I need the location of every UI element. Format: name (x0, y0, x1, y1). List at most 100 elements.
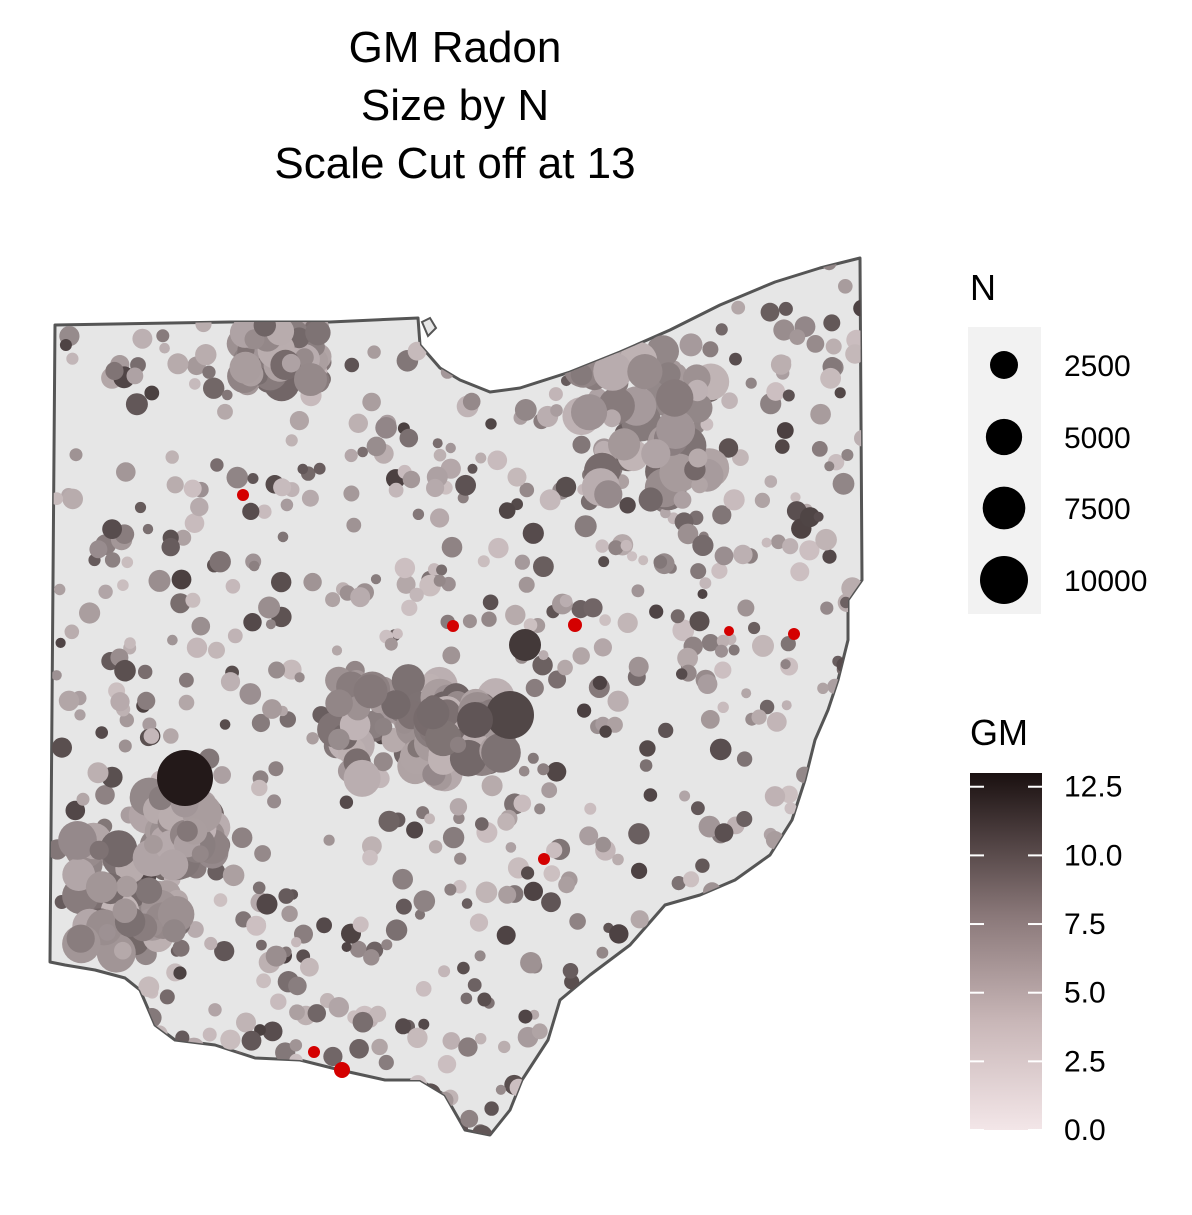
radon-point (653, 555, 668, 569)
radon-point (407, 298, 423, 314)
radon-point (751, 709, 767, 725)
radon-point (134, 501, 147, 514)
radon-point (484, 1101, 499, 1116)
radon-point (229, 351, 262, 384)
radon-point (765, 831, 785, 850)
radon-point (839, 689, 854, 704)
radon-point (362, 849, 378, 866)
radon-point (51, 670, 62, 681)
radon-point (399, 428, 419, 448)
radon-point (265, 619, 276, 630)
radon-point (213, 893, 228, 907)
map-title-line-3: Scale Cut off at 13 (274, 139, 635, 188)
radon-point (676, 668, 688, 680)
radon-point (815, 528, 837, 551)
radon-point (782, 538, 799, 555)
radon-point (210, 458, 224, 472)
radon-point (163, 728, 179, 744)
radon-point (294, 672, 305, 683)
radon-point-over-cutoff (447, 620, 459, 632)
radon-point (298, 1094, 310, 1105)
radon-point (688, 448, 708, 468)
color-legend-tick-label: 7.5 (1064, 908, 1106, 941)
radon-point (794, 814, 815, 835)
radon-point (555, 330, 573, 349)
radon-point (815, 1010, 829, 1024)
radon-point (692, 1068, 713, 1088)
radon-point (790, 562, 810, 582)
radon-point (514, 554, 531, 570)
radon-point (482, 258, 493, 268)
radon-point (514, 399, 537, 421)
radon-point (97, 266, 110, 279)
radon-point (784, 802, 797, 815)
radon-point (571, 1068, 590, 1087)
radon-point (714, 661, 732, 679)
radon-point (747, 1035, 768, 1056)
radon-point (828, 724, 844, 741)
radon-point (445, 442, 456, 454)
color-legend-tick-label: 2.5 (1064, 1045, 1106, 1078)
radon-point (405, 277, 422, 294)
radon-point (142, 717, 157, 732)
radon-point (486, 691, 534, 739)
radon-point (106, 1023, 127, 1044)
radon-point (305, 320, 331, 346)
radon-point (119, 1077, 139, 1097)
radon-point (104, 552, 121, 568)
radon-point (191, 616, 211, 636)
radon-point (488, 537, 509, 559)
radon-point (841, 449, 854, 461)
radon-point (617, 612, 638, 634)
radon-point (384, 637, 398, 651)
radon-point (165, 450, 179, 464)
radon-point (195, 275, 217, 297)
radon-point (189, 288, 204, 303)
radon-point (375, 417, 397, 439)
size-legend-key-label: 5000 (1064, 422, 1131, 455)
radon-point (507, 467, 527, 487)
radon-point (462, 392, 481, 411)
radon-point (348, 413, 368, 433)
radon-point (346, 517, 362, 533)
radon-point (832, 1080, 848, 1096)
radon-point (589, 345, 602, 357)
radon-point (297, 463, 309, 475)
radon-point (220, 672, 241, 692)
radon-point (819, 821, 837, 840)
size-legend-key-label: 7500 (1064, 493, 1131, 526)
radon-point (731, 300, 746, 315)
radon-point (613, 1067, 628, 1082)
radon-point (277, 531, 289, 543)
radon-point (697, 674, 718, 694)
radon-point (303, 572, 322, 592)
radon-point (693, 967, 713, 987)
radon-point (776, 898, 789, 911)
radon-point (714, 823, 734, 843)
radon-point (524, 331, 540, 347)
radon-point (251, 713, 270, 733)
radon-point (306, 732, 319, 745)
radon-point (821, 258, 837, 271)
radon-point (262, 1021, 283, 1042)
radon-point (179, 672, 194, 688)
radon-point (166, 476, 184, 494)
radon-point (531, 1023, 548, 1040)
radon-point (407, 1027, 428, 1049)
radon-point (432, 438, 443, 449)
radon-point (313, 462, 326, 475)
radon-point (374, 717, 393, 736)
radon-point (433, 574, 446, 587)
radon-point (202, 1027, 217, 1042)
color-legend-tick-label: 0.0 (1064, 1114, 1106, 1147)
radon-point (643, 788, 658, 802)
radon-point (821, 1048, 840, 1067)
radon-point (717, 701, 729, 713)
radon-point (603, 409, 621, 428)
radon-point (89, 540, 108, 559)
radon-point (600, 293, 615, 307)
radon-point (665, 258, 687, 281)
radon-point (832, 791, 852, 811)
radon-point (715, 644, 728, 658)
radon-point (607, 995, 625, 1014)
